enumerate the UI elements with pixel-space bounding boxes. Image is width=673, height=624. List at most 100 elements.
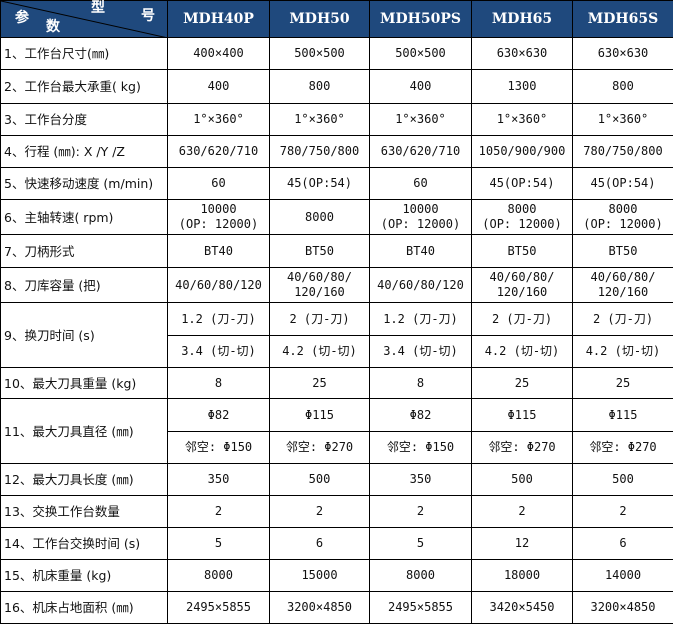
value-cell: 18000 — [472, 560, 573, 592]
value-cell: 630×630 — [573, 38, 673, 70]
value-cell: 2 (刀-刀) — [573, 303, 673, 336]
value-cell: 500 — [573, 464, 673, 496]
value-cell: 2 — [573, 496, 673, 528]
row-label: 3、工作台分度 — [1, 104, 168, 136]
value-cell: 25 — [472, 368, 573, 399]
row-label: 8、刀库容量 (把) — [1, 268, 168, 303]
value-cell: 630×630 — [472, 38, 573, 70]
value-cell: Φ115 — [472, 399, 573, 432]
value-cell: 邻空: Φ270 — [270, 432, 370, 464]
row-label: 2、工作台最大承重( kg) — [1, 70, 168, 104]
value-cell: 邻空: Φ150 — [370, 432, 472, 464]
value-cell: 630/620/710 — [168, 136, 270, 168]
corner-number: 号 — [141, 9, 155, 24]
value-cell: 350 — [168, 464, 270, 496]
value-cell: 500×500 — [270, 38, 370, 70]
value-cell: 2 (刀-刀) — [270, 303, 370, 336]
row-label: 12、最大刀具长度 (㎜) — [1, 464, 168, 496]
value-cell: 8000 — [168, 560, 270, 592]
value-cell: 40/60/80/120 — [370, 268, 472, 303]
value-cell: 8 — [370, 368, 472, 399]
corner-count: 数 — [46, 20, 60, 35]
corner-model: 型 — [91, 1, 105, 16]
value-cell: 350 — [370, 464, 472, 496]
row-label: 14、工作台交换时间 (s) — [1, 528, 168, 560]
value-cell: 25 — [270, 368, 370, 399]
value-cell: 40/60/80/ 120/160 — [472, 268, 573, 303]
value-cell: 1050/900/900 — [472, 136, 573, 168]
value-cell: 12 — [472, 528, 573, 560]
value-cell: Φ115 — [270, 399, 370, 432]
value-cell: 8000 — [270, 200, 370, 235]
value-cell: 60 — [370, 168, 472, 200]
corner-header: 型 号 参 数 — [1, 1, 168, 38]
model-header: MDH40P — [168, 1, 270, 38]
value-cell: 8 — [168, 368, 270, 399]
value-cell: 2495×5855 — [168, 592, 270, 624]
value-cell: 4.2 (切-切) — [573, 336, 673, 368]
value-cell: 1300 — [472, 70, 573, 104]
model-header: MDH65S — [573, 1, 673, 38]
value-cell: Φ115 — [573, 399, 673, 432]
value-cell: 2 (刀-刀) — [472, 303, 573, 336]
value-cell: 60 — [168, 168, 270, 200]
row-label: 15、机床重量 (kg) — [1, 560, 168, 592]
value-cell: 780/750/800 — [573, 136, 673, 168]
value-cell: 邻空: Φ270 — [573, 432, 673, 464]
value-cell: 1°×360° — [472, 104, 573, 136]
value-cell: 400×400 — [168, 38, 270, 70]
value-cell: 6 — [270, 528, 370, 560]
row-label: 1、工作台尺寸(㎜) — [1, 38, 168, 70]
value-cell: BT50 — [472, 235, 573, 268]
value-cell: 45(OP:54) — [573, 168, 673, 200]
table-row: 9、换刀时间 (s)1.2 (刀-刀)2 (刀-刀)1.2 (刀-刀)2 (刀-… — [1, 303, 673, 336]
value-cell: 45(OP:54) — [270, 168, 370, 200]
value-cell: 8000 — [370, 560, 472, 592]
value-cell: 邻空: Φ150 — [168, 432, 270, 464]
value-cell: 3200×4850 — [270, 592, 370, 624]
value-cell: 1°×360° — [270, 104, 370, 136]
value-cell: 2 — [270, 496, 370, 528]
value-cell: 4.2 (切-切) — [270, 336, 370, 368]
value-cell: 780/750/800 — [270, 136, 370, 168]
value-cell: 3.4 (切-切) — [370, 336, 472, 368]
row-label: 11、最大刀具直径 (㎜) — [1, 399, 168, 464]
value-cell: 2 — [472, 496, 573, 528]
value-cell: 800 — [270, 70, 370, 104]
value-cell: 25 — [573, 368, 673, 399]
value-cell: BT50 — [573, 235, 673, 268]
value-cell: 8000 (OP: 12000) — [472, 200, 573, 235]
value-cell: 1.2 (刀-刀) — [168, 303, 270, 336]
value-cell: 1°×360° — [168, 104, 270, 136]
row-label: 7、刀柄形式 — [1, 235, 168, 268]
value-cell: BT50 — [270, 235, 370, 268]
model-header: MDH65 — [472, 1, 573, 38]
value-cell: 1.2 (刀-刀) — [370, 303, 472, 336]
value-cell: 10000 (OP: 12000) — [168, 200, 270, 235]
model-header: MDH50 — [270, 1, 370, 38]
value-cell: 630/620/710 — [370, 136, 472, 168]
value-cell: 400 — [370, 70, 472, 104]
value-cell: 40/60/80/120 — [168, 268, 270, 303]
value-cell: 1°×360° — [370, 104, 472, 136]
value-cell: 45(OP:54) — [472, 168, 573, 200]
value-cell: Φ82 — [370, 399, 472, 432]
row-label: 4、行程 (㎜): X /Y /Z — [1, 136, 168, 168]
value-cell: 500 — [270, 464, 370, 496]
value-cell: 3420×5450 — [472, 592, 573, 624]
row-label: 16、机床占地面积 (㎜) — [1, 592, 168, 624]
model-header: MDH50PS — [370, 1, 472, 38]
